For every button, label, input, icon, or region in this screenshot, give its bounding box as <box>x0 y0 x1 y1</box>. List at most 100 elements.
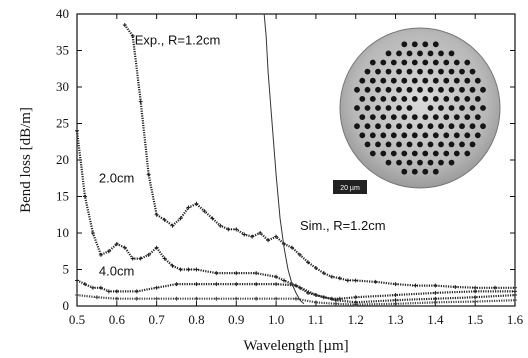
data-point <box>282 278 287 283</box>
air-hole-lattice <box>354 41 486 175</box>
air-hole <box>438 159 444 166</box>
data-point <box>122 22 127 27</box>
air-hole <box>390 59 397 66</box>
annotation-layer: Exp., R=1.2cm 2.0cm Sim., R=1.2cm 4.0cm <box>99 33 386 279</box>
x-tick-label: 1.6 <box>507 312 524 327</box>
y-tick-label: 40 <box>56 6 69 21</box>
data-point <box>186 205 191 210</box>
data-point <box>162 217 167 222</box>
air-hole <box>448 68 455 75</box>
air-hole <box>401 114 408 120</box>
air-hole <box>359 77 366 84</box>
data-point <box>214 282 219 287</box>
data-point <box>373 279 378 284</box>
air-hole <box>438 105 444 111</box>
data-point <box>214 296 219 301</box>
data-point <box>154 285 159 290</box>
air-hole <box>443 77 450 84</box>
series-exp-r-1-2cm <box>122 22 517 290</box>
air-hole <box>385 159 392 166</box>
air-hole <box>474 114 481 120</box>
data-point <box>122 245 127 250</box>
air-hole <box>432 150 439 157</box>
air-hole <box>459 141 465 148</box>
air-hole <box>401 150 408 157</box>
air-hole <box>364 68 371 75</box>
fiber-micrograph-inset: 20 µm <box>333 27 501 194</box>
data-point <box>134 289 139 294</box>
data-point <box>313 300 318 305</box>
air-hole <box>427 141 434 148</box>
series-extra-low <box>75 293 517 307</box>
air-hole <box>443 150 450 157</box>
data-point <box>353 295 358 300</box>
data-point <box>234 271 239 276</box>
data-point <box>194 267 199 272</box>
air-hole <box>443 114 450 120</box>
air-hole <box>417 86 423 93</box>
air-hole <box>354 105 360 111</box>
air-hole <box>464 96 471 102</box>
data-point <box>513 289 517 294</box>
air-hole <box>385 68 392 75</box>
data-point <box>146 252 151 257</box>
x-tick-label: 0.9 <box>228 312 244 327</box>
air-hole <box>438 123 444 130</box>
air-hole <box>401 77 408 84</box>
air-hole <box>380 114 387 120</box>
data-point <box>254 271 259 276</box>
air-hole <box>422 150 429 157</box>
air-hole <box>401 59 408 66</box>
data-point <box>321 271 326 276</box>
data-point <box>75 278 79 283</box>
air-hole <box>432 114 439 120</box>
y-tick-label: 35 <box>56 43 69 58</box>
air-hole <box>443 59 450 66</box>
air-hole <box>396 105 402 111</box>
data-point <box>473 295 478 300</box>
air-hole <box>354 86 360 93</box>
y-tick-label: 15 <box>56 189 69 204</box>
air-hole <box>469 105 476 111</box>
air-hole <box>406 141 413 148</box>
data-point <box>94 295 99 300</box>
series-layer <box>75 13 517 307</box>
data-point <box>114 241 119 246</box>
air-hole <box>469 141 476 148</box>
air-hole <box>380 132 387 139</box>
air-hole <box>474 132 481 139</box>
air-hole <box>432 132 439 139</box>
air-hole <box>464 59 471 66</box>
data-point <box>75 293 79 298</box>
air-hole <box>464 114 471 120</box>
data-point <box>174 282 179 287</box>
air-hole <box>480 86 486 93</box>
y-tick-label: 20 <box>56 152 69 167</box>
air-hole <box>411 150 418 157</box>
x-tick-label: 0.8 <box>188 312 204 327</box>
air-hole <box>438 50 444 57</box>
x-tick-label: 1.2 <box>348 312 364 327</box>
series-trace <box>76 279 516 304</box>
series-annotation: 4.0cm <box>99 263 134 278</box>
data-point <box>433 300 438 305</box>
data-point <box>226 227 231 232</box>
air-hole <box>359 96 366 102</box>
air-hole <box>453 132 460 139</box>
air-hole <box>396 141 402 148</box>
air-hole <box>401 41 408 48</box>
data-point <box>329 274 334 279</box>
data-point <box>194 282 199 287</box>
air-hole <box>385 50 392 57</box>
air-hole <box>375 68 381 75</box>
air-hole <box>474 77 481 84</box>
data-point <box>274 234 279 239</box>
data-point <box>234 296 239 301</box>
data-point <box>106 249 111 254</box>
data-point <box>154 212 159 217</box>
x-tick-label: 1.1 <box>308 312 324 327</box>
series-4-0cm <box>75 278 517 305</box>
data-point <box>333 298 338 303</box>
air-hole <box>369 150 376 157</box>
data-point <box>186 267 191 272</box>
